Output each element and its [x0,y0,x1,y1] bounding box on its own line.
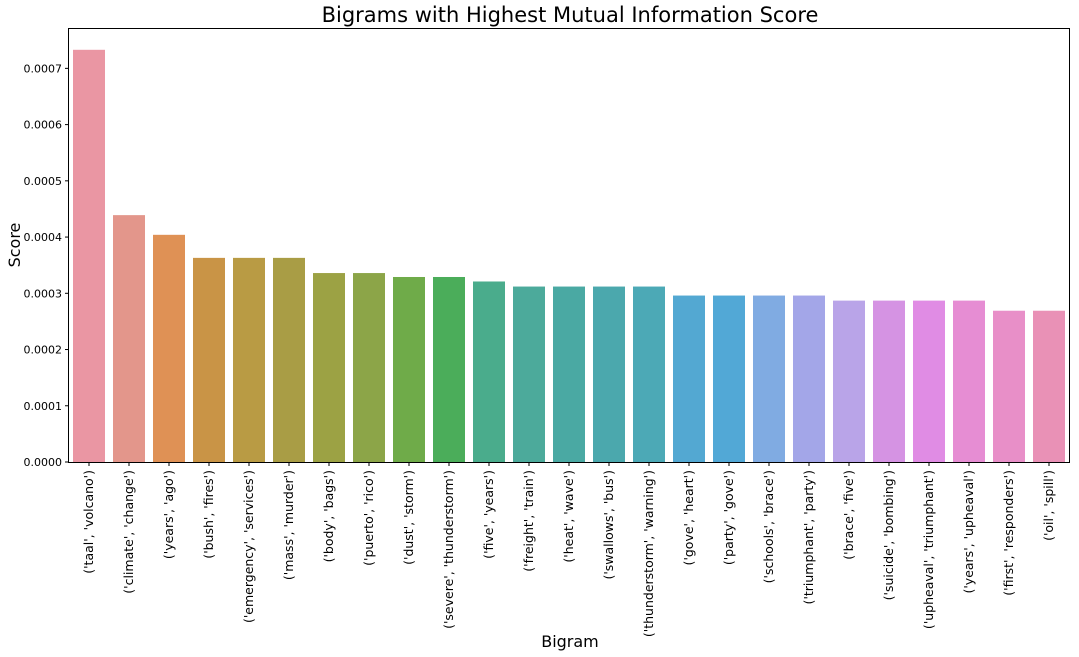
x-tick-label: ('freight', 'train') [521,470,536,572]
x-tick-label: ('schools', 'brace') [761,470,776,583]
bar [673,295,705,462]
bar [473,281,505,462]
bar [993,310,1025,462]
bar [953,300,985,462]
x-tick-label: ('thunderstorm', 'warning') [641,470,656,637]
bar [633,286,665,462]
x-tick-label: ('party', 'gove') [721,470,736,565]
x-tick-label: ('taal', 'volcano') [81,470,96,574]
bar [833,300,865,462]
bar [553,286,585,462]
x-tick-label: ('five', 'years') [481,470,496,559]
bar [513,286,545,462]
x-tick-label: ('dust', 'storm') [401,470,416,565]
chart-title: Bigrams with Highest Mutual Information … [322,3,819,27]
x-axis-label: Bigram [541,632,599,651]
bar [873,300,905,462]
x-tick-label: ('emergency', 'services') [241,470,256,623]
x-tick-label: ('puerto', 'rico') [361,470,376,566]
x-tick-label: ('mass', 'murder') [281,470,296,580]
x-tick-label: ('climate', 'change') [121,470,136,594]
x-tick-label: ('swallows', 'bus') [601,470,616,580]
bar [433,276,465,462]
plot-frame [68,28,1070,463]
x-tick-label: ('first', 'responders') [1001,470,1016,596]
bar [353,273,385,462]
bar [793,295,825,462]
bar [713,295,745,462]
y-axis: 0.0000 0.0001 0.0002 0.0003 0.0004 0.0005 0.00… [24,62,69,469]
y-tick-label: 0.0001 [24,400,63,413]
bar [193,257,225,462]
bar [113,215,145,462]
y-tick-label: 0.0002 [24,344,63,357]
bar [1033,310,1065,462]
y-tick-label: 0.0006 [24,119,63,132]
x-axis: ('taal', 'volcano') ('climate', 'change')… [81,462,1056,637]
x-tick-label: ('body', 'bags') [321,470,336,562]
x-tick-label: ('triumphant', 'party') [801,470,816,604]
x-tick-label: ('brace', 'five') [841,470,856,560]
bar [273,257,305,462]
x-tick-label: ('oil', 'spill') [1041,470,1056,541]
y-tick-label: 0.0005 [24,175,63,188]
x-tick-label: ('suicide', 'bombing') [881,470,896,600]
bar [913,300,945,462]
y-tick-label: 0.0000 [24,456,63,469]
bar [593,286,625,462]
x-tick-label: ('bush', 'fires') [201,470,216,559]
x-tick-label: ('gove', 'heart') [681,470,696,565]
bar [313,273,345,462]
bar [233,257,265,462]
bar [153,234,185,462]
y-tick-label: 0.0003 [24,287,63,300]
y-axis-label: Score [5,223,24,268]
bar [73,49,105,463]
x-tick-label: ('years', 'upheaval') [961,470,976,594]
x-tick-label: ('years', 'ago') [161,470,176,559]
x-tick-label: ('upheaval', 'triumphant') [921,470,936,629]
bar [753,295,785,462]
bars [73,49,1065,463]
x-tick-label: ('heat', 'wave') [561,470,576,563]
x-tick-label: ('severe', 'thunderstorm') [441,470,456,629]
y-tick-label: 0.0004 [24,231,63,244]
y-tick-label: 0.0007 [24,62,63,75]
bar [393,276,425,462]
